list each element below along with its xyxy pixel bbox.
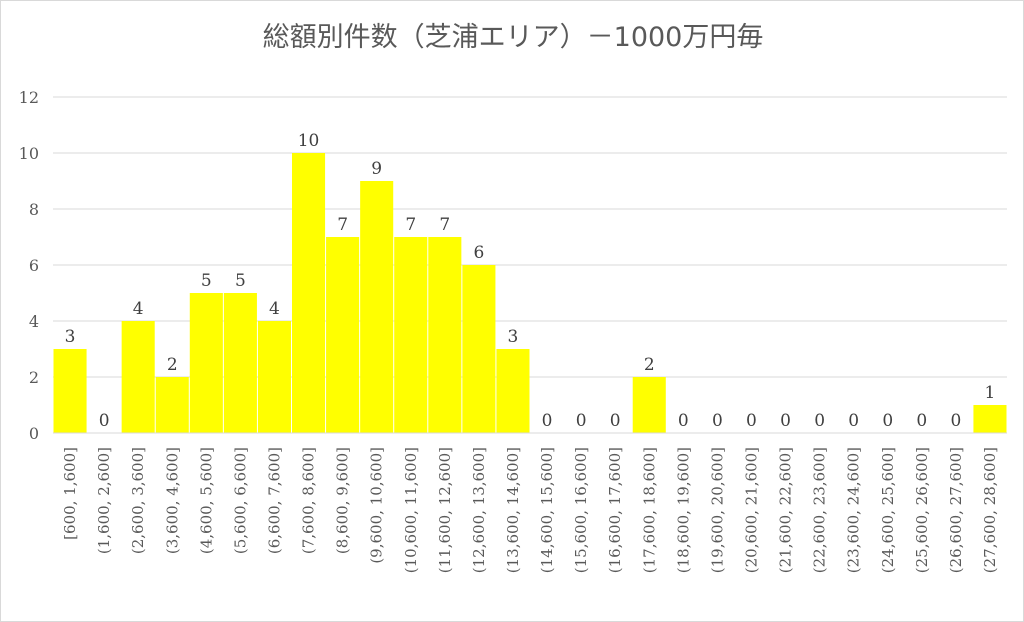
data-label: 3 — [508, 327, 519, 347]
bar — [360, 181, 394, 433]
chart-title: 総額別件数（芝浦エリア）－1000万円毎 — [262, 22, 764, 53]
x-tick-label: (12,600, 13,600] — [470, 447, 488, 573]
data-label: 1 — [985, 383, 996, 403]
data-labels: 3 0 4 2 5 5 4 10 7 9 7 7 6 3 0 0 0 2 0 0 0 0 0 0 0 0 0 1 — [65, 131, 996, 431]
data-label: 10 — [298, 131, 320, 151]
x-tick-label: (19,600, 20,600] — [708, 447, 726, 573]
y-tick-label: 8 — [29, 200, 39, 219]
data-label: 0 — [950, 411, 961, 431]
bar — [223, 293, 257, 433]
x-tick-label: (3,600, 4,600] — [163, 447, 181, 554]
bar — [428, 237, 462, 433]
data-label: 7 — [439, 215, 450, 235]
x-tick-label: (15,600, 16,600] — [572, 447, 590, 573]
x-tick-label: (1,600, 2,600] — [95, 447, 113, 554]
x-tick-label: (22,600, 23,600] — [811, 447, 829, 573]
x-tick-label: (23,600, 24,600] — [845, 447, 863, 573]
bar — [496, 349, 530, 433]
x-tick-label: (6,600, 7,600] — [265, 447, 283, 554]
x-tick-label: (10,600, 11,600] — [402, 447, 420, 573]
bar — [973, 405, 1007, 433]
bar — [155, 377, 189, 433]
x-tick-label: (4,600, 5,600] — [197, 447, 215, 554]
x-axis-ticks: [600, 1,600] (1,600, 2,600] (2,600, 3,600]… — [61, 447, 999, 573]
data-label: 3 — [65, 327, 76, 347]
data-label: 0 — [916, 411, 927, 431]
bar — [189, 293, 223, 433]
data-label: 0 — [814, 411, 825, 431]
bar — [394, 237, 428, 433]
y-tick-label: 2 — [29, 368, 39, 387]
y-tick-label: 6 — [29, 256, 39, 275]
data-label: 9 — [371, 159, 382, 179]
x-tick-label: (7,600, 8,600] — [300, 447, 318, 554]
data-label: 0 — [780, 411, 791, 431]
x-tick-label: (17,600, 18,600] — [640, 447, 658, 573]
x-tick-label: (13,600, 14,600] — [504, 447, 522, 573]
data-label: 4 — [133, 299, 144, 319]
x-tick-label: (24,600, 25,600] — [879, 447, 897, 573]
bar — [257, 321, 291, 433]
x-tick-label: (14,600, 15,600] — [538, 447, 556, 573]
data-label: 6 — [473, 243, 484, 263]
data-label: 2 — [644, 355, 655, 375]
data-label: 0 — [746, 411, 757, 431]
x-tick-label: (27,600, 28,600] — [981, 447, 999, 573]
y-axis-ticks: 0 2 4 6 8 10 12 — [19, 88, 39, 443]
x-tick-label: (18,600, 19,600] — [674, 447, 692, 573]
x-tick-label: (5,600, 6,600] — [231, 447, 249, 554]
y-tick-label: 4 — [29, 312, 39, 331]
bar — [632, 377, 666, 433]
x-tick-label: (16,600, 17,600] — [606, 447, 624, 573]
data-label: 0 — [882, 411, 893, 431]
x-tick-label: (26,600, 27,600] — [947, 447, 965, 573]
x-tick-label: (25,600, 26,600] — [913, 447, 931, 573]
data-label: 0 — [712, 411, 723, 431]
bar — [292, 153, 326, 433]
data-label: 4 — [269, 299, 280, 319]
bar — [462, 265, 496, 433]
data-label: 7 — [337, 215, 348, 235]
bar — [53, 349, 87, 433]
data-label: 0 — [576, 411, 587, 431]
data-label: 7 — [405, 215, 416, 235]
bar — [121, 321, 155, 433]
y-tick-label: 0 — [29, 424, 39, 443]
data-label: 0 — [678, 411, 689, 431]
x-tick-label: [600, 1,600] — [61, 447, 79, 540]
x-tick-label: (20,600, 21,600] — [742, 447, 760, 573]
x-tick-label: (21,600, 22,600] — [777, 447, 795, 573]
data-label: 0 — [848, 411, 859, 431]
data-label: 0 — [99, 411, 110, 431]
data-label: 5 — [201, 271, 212, 291]
x-tick-label: (9,600, 10,600] — [368, 447, 386, 564]
data-label: 0 — [542, 411, 553, 431]
y-tick-label: 12 — [19, 88, 39, 107]
x-tick-label: (11,600, 12,600] — [436, 447, 454, 573]
y-tick-label: 10 — [19, 144, 39, 163]
x-tick-label: (2,600, 3,600] — [129, 447, 147, 554]
data-label: 0 — [610, 411, 621, 431]
x-tick-label: (8,600, 9,600] — [334, 447, 352, 554]
data-label: 5 — [235, 271, 246, 291]
bars — [53, 153, 1007, 433]
data-label: 2 — [167, 355, 178, 375]
bar — [326, 237, 360, 433]
